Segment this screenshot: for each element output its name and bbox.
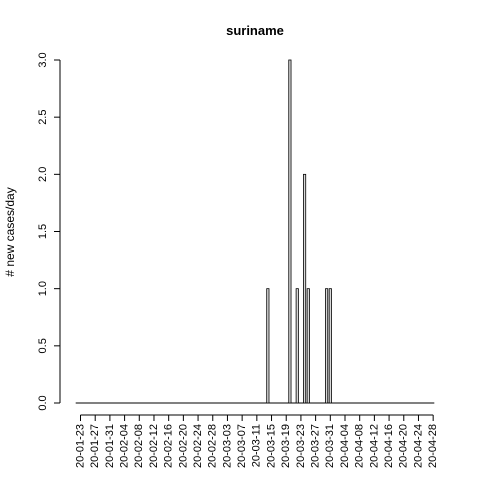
x-tick-label: 20-04-20 <box>398 424 410 468</box>
x-tick-label: 20-01-23 <box>74 424 86 468</box>
x-tick-label: 20-01-27 <box>89 424 101 468</box>
x-tick-label: 20-04-28 <box>427 424 439 468</box>
y-tick-label: 0.5 <box>37 338 49 353</box>
x-tick-label: 20-04-12 <box>368 424 380 468</box>
y-axis-label: # new cases/day <box>3 187 17 276</box>
x-tick-label: 20-03-31 <box>324 424 336 468</box>
bar-2020-03-31 <box>328 288 332 404</box>
bar-2020-03-25 <box>306 288 310 404</box>
chart-title: suriname <box>226 23 284 38</box>
bar-2020-03-22 <box>295 288 299 404</box>
x-tick-label: 20-02-04 <box>118 424 130 468</box>
bar-2020-03-30 <box>325 288 329 404</box>
x-tick-label: 20-02-20 <box>177 424 189 468</box>
y-tick-label: 0.0 <box>37 395 49 410</box>
x-tick-label: 20-03-27 <box>310 424 322 468</box>
y-axis: 0.0 0.5 1.0 1.5 2.0 2.5 3.0 <box>37 52 61 411</box>
x-tick-label: 20-02-28 <box>207 424 219 468</box>
x-axis: 20-01-23 20-01-27 20-01-31 20-02-04 20-02-08… <box>74 414 439 468</box>
y-tick-label: 3.0 <box>37 52 49 67</box>
x-tick-label: 20-03-23 <box>295 424 307 468</box>
x-tick-label: 20-03-11 <box>251 424 263 467</box>
bar-2020-03-24 <box>303 173 307 404</box>
y-tick-label: 2.0 <box>37 167 49 182</box>
x-tick-label: 20-04-04 <box>339 424 351 468</box>
x-tick-label: 20-02-12 <box>148 424 160 468</box>
x-tick-label: 20-03-03 <box>221 424 233 468</box>
x-tick-label: 20-03-19 <box>280 424 292 468</box>
x-tick-label: 20-02-24 <box>192 424 204 468</box>
y-tick-label: 1.0 <box>37 281 49 296</box>
x-tick-label: 20-02-08 <box>133 424 145 468</box>
x-tick-label: 20-03-07 <box>236 424 248 468</box>
bar-2020-03-20 <box>288 59 292 404</box>
bar-2020-03-14 <box>266 288 270 404</box>
x-tick-label: 20-02-16 <box>163 424 175 468</box>
y-tick-label: 1.5 <box>37 224 49 239</box>
x-tick-label: 20-04-16 <box>383 424 395 468</box>
bars <box>75 59 435 404</box>
y-tick-label: 2.5 <box>37 110 49 125</box>
x-tick-label: 20-03-15 <box>265 424 277 468</box>
x-tick-label: 20-04-24 <box>412 424 424 468</box>
x-tick-label: 20-01-31 <box>104 424 116 468</box>
x-tick-label: 20-04-08 <box>354 424 366 468</box>
